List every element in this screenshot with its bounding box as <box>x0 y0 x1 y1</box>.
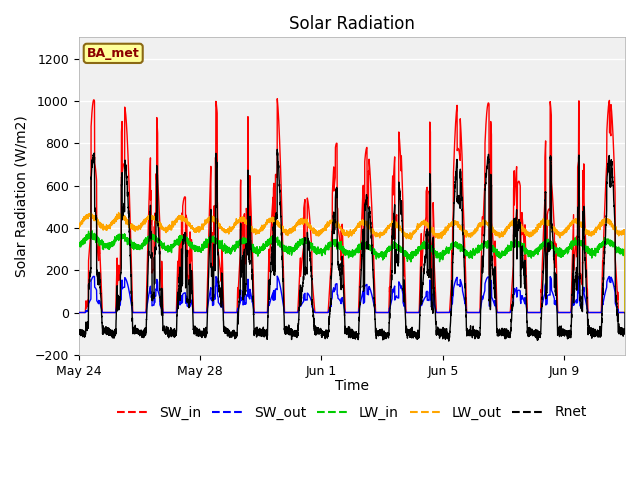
Text: BA_met: BA_met <box>87 47 140 60</box>
X-axis label: Time: Time <box>335 379 369 393</box>
Y-axis label: Solar Radiation (W/m2): Solar Radiation (W/m2) <box>15 115 29 277</box>
Title: Solar Radiation: Solar Radiation <box>289 15 415 33</box>
Legend: SW_in, SW_out, LW_in, LW_out, Rnet: SW_in, SW_out, LW_in, LW_out, Rnet <box>111 400 592 425</box>
